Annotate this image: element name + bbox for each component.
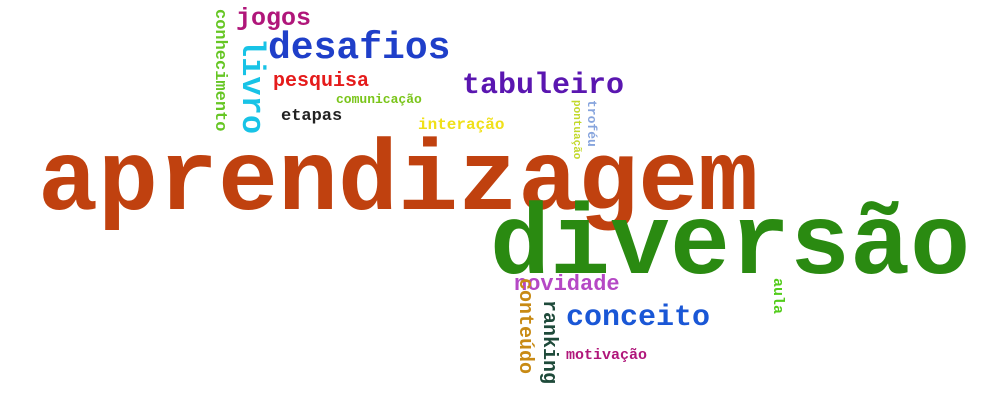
word-motivacao: motivação bbox=[566, 347, 648, 364]
word-livro: livro bbox=[233, 38, 270, 135]
word-tabuleiro: tabuleiro bbox=[462, 69, 625, 103]
word-pesquisa: pesquisa bbox=[273, 70, 370, 93]
word-conhecimento: conhecimento bbox=[210, 9, 229, 132]
word-jogos: jogos bbox=[236, 4, 312, 33]
word-pontuacao: pontuação bbox=[570, 100, 582, 160]
word-comunicacao: comunicação bbox=[336, 92, 422, 107]
word-conteudo: conteúdo bbox=[513, 278, 536, 375]
word-conceito: conceito bbox=[566, 301, 711, 335]
word-aula: aula bbox=[769, 278, 786, 315]
word-ranking: ranking bbox=[537, 300, 560, 385]
word-interacao: interação bbox=[418, 116, 505, 134]
word-aprendizagem: aprendizagem bbox=[38, 127, 759, 240]
word-diversao: diversão bbox=[490, 191, 971, 304]
word-desafios: desafios bbox=[268, 27, 451, 70]
word-novidade: novidade bbox=[514, 272, 620, 297]
word-etapas: etapas bbox=[281, 107, 343, 126]
word-trofeu: troféu bbox=[584, 100, 599, 147]
